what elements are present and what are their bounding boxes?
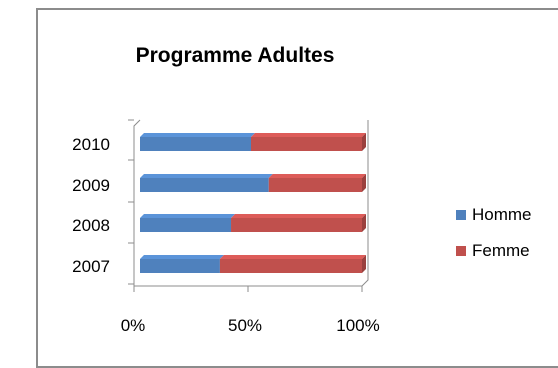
chart-title: Programme Adultes [135,44,335,67]
bar-homme-2009 [140,178,269,192]
legend-item-femme: Femme [456,241,532,260]
bar-top-femme-2008 [231,214,366,218]
bar-side-femme-2009 [362,174,366,192]
x-tick-label-1: 50% [228,316,262,335]
x-tick-label-2: 100% [336,316,379,335]
bar-side-femme-2007 [362,255,366,273]
y-tick-label-2007: 2007 [72,257,110,276]
legend-label-femme: Femme [472,241,530,260]
bar-top-homme-2009 [140,174,273,178]
x-tick-label-0: 0% [121,316,146,335]
bar-top-femme-2007 [219,255,366,259]
y-tick-label-2010: 2010 [72,135,110,154]
bar-femme-2008 [231,218,362,232]
bar-top-femme-2010 [251,133,366,137]
y-tick-label-2008: 2008 [72,216,110,235]
bar-homme-2008 [140,218,232,232]
bar-top-homme-2010 [140,133,255,137]
bar-top-homme-2007 [140,255,224,259]
bar-femme-2007 [219,259,362,273]
legend-swatch-homme [456,210,466,220]
y-tick-label-2009: 2009 [72,176,110,195]
bar-homme-2010 [140,137,251,151]
legend-label-homme: Homme [472,205,532,224]
bar-top-homme-2008 [140,214,236,218]
axis-y-line [133,119,141,286]
bar-side-femme-2008 [362,214,366,232]
bar-top-femme-2009 [268,174,366,178]
bar-homme-2007 [140,259,220,273]
bar-femme-2009 [268,178,362,192]
legend: Homme Femme [456,205,532,278]
bar-femme-2010 [251,137,362,151]
bar-side-femme-2010 [362,133,366,151]
chart-plot: 2010 2009 2008 2007 0% 50% 100% [72,119,380,335]
legend-swatch-femme [456,246,466,256]
legend-item-homme: Homme [456,205,532,224]
